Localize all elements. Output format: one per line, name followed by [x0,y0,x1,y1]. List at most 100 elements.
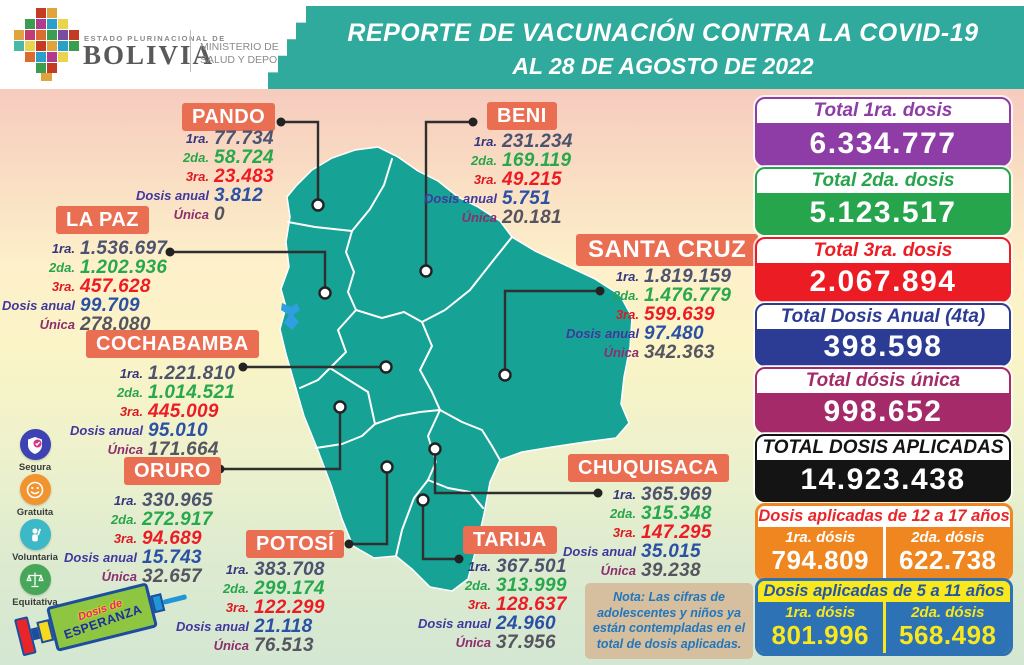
principle-voluntaria: Voluntaria [4,519,66,563]
age-dose-value: 794.809 [771,545,869,575]
dose-row-label: 2da. [464,578,491,593]
dose-row-value: 39.238 [640,560,701,581]
total-card-first-dose: Total 1ra. dosis 6.334.777 [755,97,1011,166]
dose-row-label: Dosis anual [566,326,639,341]
dept-label-pando: PANDO [182,103,276,131]
age-card-first-dose-cell: 1ra. dósis 801.996 [758,602,883,653]
dept-stats-pando: 1ra. 77.734 2da. 58.724 3ra. 23.483 Dosis a… [136,129,274,224]
dose-row-label: Única [455,635,491,650]
bolivia-coat-of-arms-icon [14,8,79,81]
dose-row-value: 1.476.779 [643,285,732,306]
dept-stats-potosi: 1ra. 383.708 2da. 299.174 3ra. 122.299 Dosi… [176,560,325,655]
age-dose-value: 801.996 [771,620,869,650]
note-text: Las cifras de adolescentes y niños ya es… [592,590,746,651]
person-raising-hand-icon [19,519,51,550]
dose-row-label: 2da. [116,385,143,400]
dose-row-value: 20.181 [501,207,562,228]
dept-label-chuquisaca: CHUQUISACA [568,454,729,482]
dose-row-value: 35.015 [640,541,701,562]
age-dose-value: 622.738 [899,545,997,575]
dose-row-label: Dosis anual [136,188,209,203]
dose-row-label: Dosis anual [563,544,636,559]
label-end-dots [165,117,605,564]
dose-row-label: 3ra. [473,172,497,187]
dept-stats-cochabamba: 1ra. 1.221.810 2da. 1.014.521 3ra. 445.009 … [70,364,235,459]
dose-row-label: 1ra. [473,134,497,149]
dept-label-potosi: POTOSÍ [246,530,345,558]
dose-row-value: 599.639 [643,304,715,325]
smiley-icon [19,474,51,505]
dose-row-value: 315.348 [640,503,712,524]
age-card-5-11: Dosis aplicadas de 5 a 11 años 1ra. dósi… [755,578,1013,656]
lake-titicaca [281,303,300,330]
dose-row-label: Única [213,638,249,653]
dept-label-la-paz: LA PAZ [56,206,149,234]
dose-row-label: Única [173,207,209,222]
dose-row-label: 2da. [48,260,75,275]
dose-row-label: Dosis anual [176,619,249,634]
dose-row-value: 1.819.159 [643,266,732,287]
dose-row-value: 231.234 [501,131,573,152]
dose-row-value: 95.010 [147,420,208,441]
total-card-value: 998.652 [823,395,943,428]
dose-row-value: 122.299 [253,597,325,618]
dose-row-value: 147.295 [640,522,712,543]
dept-label-oruro: ORURO [124,457,221,485]
department-borders [287,158,513,557]
dose-row-value: 3.812 [213,185,264,206]
total-card-third-dose: Total 3ra. dosis 2.067.894 [755,237,1011,302]
dose-row-label: 3ra. [467,597,491,612]
dose-row-label: Dosis anual [2,298,75,313]
age-card-second-dose-cell: 2da. dósis 622.738 [885,527,1010,578]
dose-row-label: 3ra. [185,169,209,184]
note-box: Nota: Las cifras de adolescentes y niños… [585,583,753,659]
dept-stats-santa-cruz: 1ra. 1.819.159 2da. 1.476.779 3ra. 599.639 … [566,267,731,362]
dose-row-value: 171.664 [147,439,219,460]
note-label: Nota: [613,590,646,604]
total-card-value: 2.067.894 [809,264,957,298]
dept-stats-la-paz: 1ra. 1.536.697 2da. 1.202.936 3ra. 457.628 … [2,239,167,334]
ministry-line1: MINISTERIO DE [200,41,279,53]
total-card-title: Total 3ra. dosis [757,239,1009,263]
age-dose-label: 2da. dósis [911,604,985,621]
age-card-second-dose-cell: 2da. dósis 568.498 [885,602,1010,653]
total-card-title: TOTAL DOSIS APLICADAS [757,436,1009,460]
title-banner: REPORTE DE VACUNACIÓN CONTRA LA COVID-19… [268,6,1024,89]
dose-row-label: Única [461,210,497,225]
country-name: BOLIVIA [83,40,215,70]
principle-label: Gratuita [16,507,54,518]
dose-row-label: 2da. [612,288,639,303]
age-card-12-17: Dosis aplicadas de 12 a 17 años 1ra. dós… [755,503,1013,581]
syringe-needle [162,593,188,605]
dose-row-label: 2da. [470,153,497,168]
dose-row-value: 77.734 [213,128,274,149]
shield-check-icon [19,429,51,460]
dose-row-value: 1.014.521 [147,382,236,403]
dose-row-value: 0 [213,204,225,225]
dose-row-value: 32.657 [141,566,202,587]
dept-label-beni: BENI [487,102,557,130]
state-label: ESTADO PLURINACIONAL DE [84,34,226,43]
dose-row-label: Dosis anual [424,191,497,206]
age-card-title: Dosis aplicadas de 5 a 11 años [758,581,1010,602]
dose-row-value: 23.483 [213,166,274,187]
dose-row-value: 97.480 [643,323,704,344]
age-dose-label: 1ra. dósis [785,604,856,621]
dose-row-value: 1.536.697 [79,238,168,259]
principle-gratuita: Gratuita [4,474,66,518]
dose-row-value: 21.118 [253,616,313,637]
age-dose-label: 2da. dósis [911,529,985,546]
total-card-all-doses: TOTAL DOSIS APLICADAS 14.923.438 [755,434,1011,502]
dose-row-label: Única [603,345,639,360]
report-title: REPORTE DE VACUNACIÓN CONTRA LA COVID-19 [347,19,979,47]
dose-row-label: Dosis anual [418,616,491,631]
dept-stats-tarija: 1ra. 367.501 2da. 313.999 3ra. 128.637 Dosi… [418,557,567,652]
dose-row-value: 278.080 [79,314,151,335]
dept-stats-oruro: 1ra. 330.965 2da. 272.917 3ra. 94.689 Dosis… [64,491,213,586]
dose-row-label: 1ra. [225,562,249,577]
dept-label-tarija: TARIJA [463,526,557,554]
principle-segura: Segura [4,429,66,473]
dose-row-label: 1ra. [615,269,639,284]
dose-row-label: 2da. [609,506,636,521]
